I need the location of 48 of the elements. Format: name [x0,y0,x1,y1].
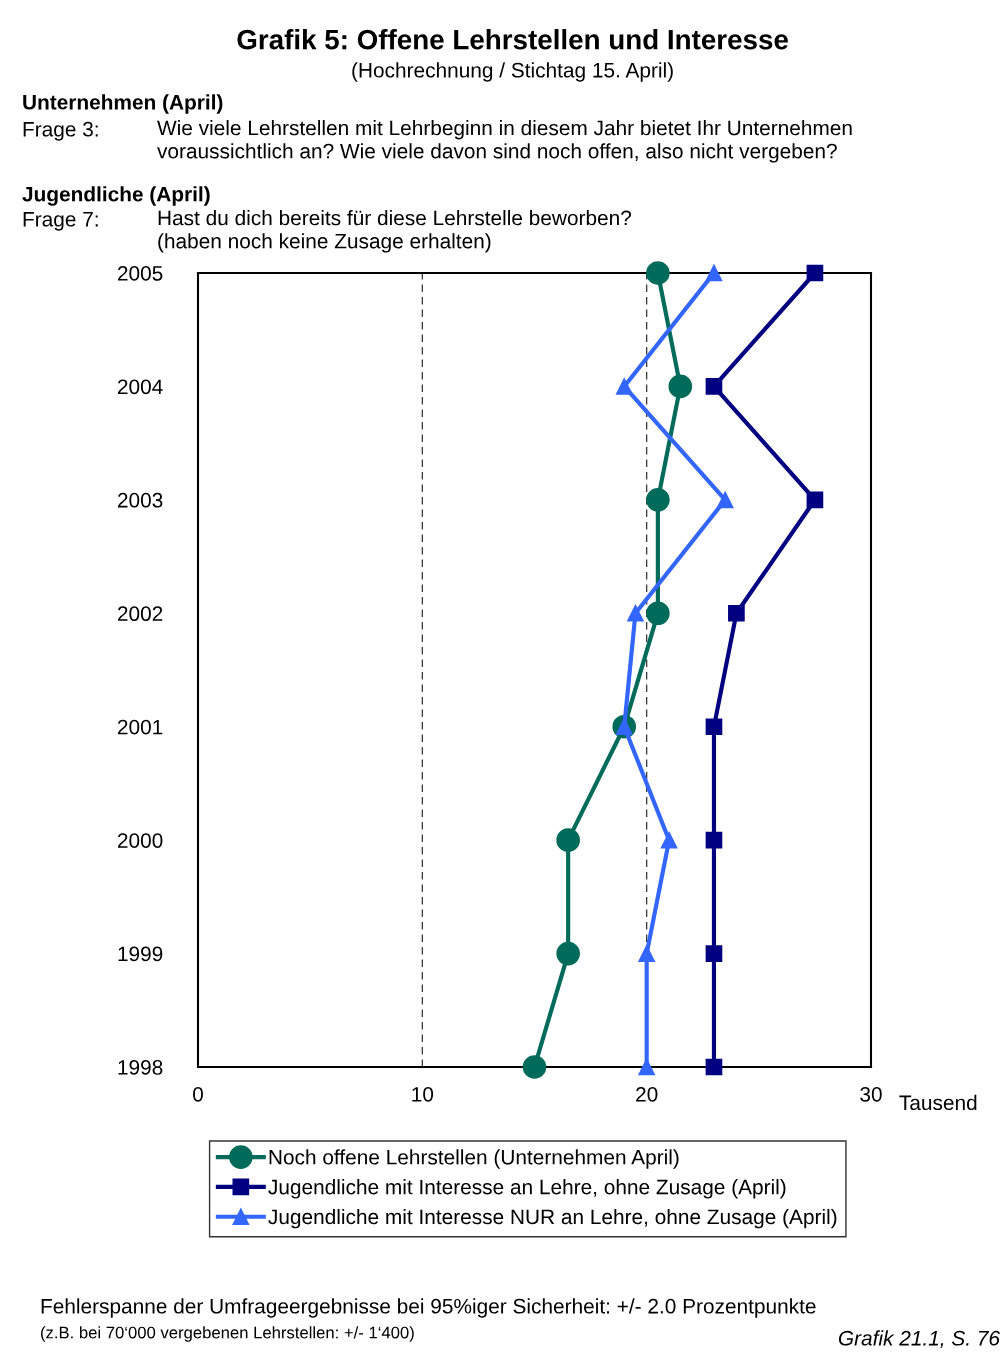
point [522,1055,547,1079]
point [556,828,580,852]
legend-label: Jugendliche mit Interesse an Lehre, ohne Zusage (April) [268,1179,786,1199]
point [806,491,824,509]
y-tick-label: 2001 [117,719,163,735]
point [705,378,723,395]
point [705,1058,723,1076]
text: Wie viele Lehrstellen mit Lehrbeginn in diesem Jahr bietet Ihr Unternehmen voraussichtlich an? Wie viele davon sind noch offen, also nicht vergeben? [157,120,852,163]
y-tick-label: 1998 [118,1060,163,1075]
point [646,261,670,285]
point [705,264,723,282]
y-tick-label: 2003 [117,492,163,508]
point [705,718,723,736]
point [646,601,670,626]
legend-label: Noch offene Lehrstellen (Unternehmen April) [269,1149,679,1169]
point [638,945,656,962]
text: Hast du dich bereits für diese Lehrstelle beworben? (haben noch keine Zusage erhalten) [158,210,632,253]
point [705,831,723,849]
y-tick-label: 2000 [117,833,163,848]
text: Unternehmen (April) [23,94,223,114]
text: Frage 3: [23,121,98,141]
point [615,378,633,395]
y-tick-label: 2004 [117,379,163,395]
point [705,945,723,962]
point [716,491,734,509]
x-tick-label: 30 [860,1086,882,1102]
y-tick-label: 1999 [118,946,163,962]
chart-subtitle: (Hochrechnung / Stichtag 15. April) [352,62,673,82]
text: Grafik 21.1, S. 76 [838,1330,1001,1349]
point [556,941,580,966]
legend-label: Jugendliche mit Interesse NUR an Lehre, ohne Zusage (April) [268,1208,837,1229]
text: (z.B. bei 70‘000 vergebenen Lehrstellen: +/- 1‘400) [41,1326,414,1342]
point [646,488,670,512]
point [660,831,678,849]
x-tick-label: 20 [636,1086,658,1102]
point [668,374,693,399]
x-tick-label: 10 [412,1086,434,1102]
x-axis-title: Tausend [899,1094,977,1111]
point [728,604,745,622]
text: Fehlerspanne der Umfrageergebnisse bei 95%iger Sicherheit: +/- 2.0 Prozentpunkte [41,1298,816,1318]
x-tick-label: 0 [193,1086,203,1102]
y-tick-label: 2002 [117,606,163,622]
chart-title: Grafik 5: Offene Lehrstellen und Interesse [237,29,788,50]
y-tick-label: 2005 [117,266,163,281]
text: Frage 7: [23,212,98,231]
point [627,604,644,622]
text: Jugendliche (April) [22,186,210,206]
point [806,264,824,282]
